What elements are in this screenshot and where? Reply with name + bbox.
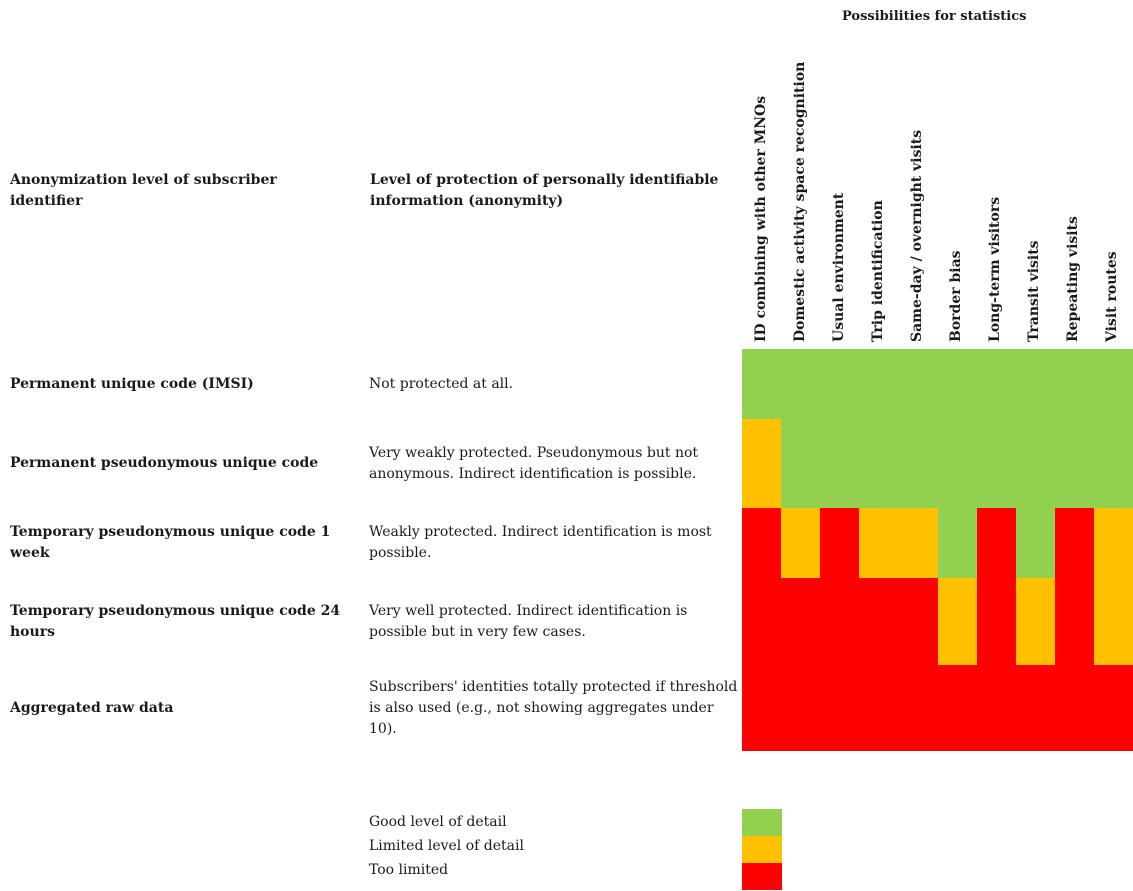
heatmap-cell (742, 419, 781, 508)
row-protection-text: Very weakly protected. Pseudonymous but … (369, 444, 699, 482)
column-header: Same-day / overnight visits (908, 129, 925, 342)
heatmap-cell (1016, 665, 1055, 751)
column-header: Domestic activity space recognition (791, 61, 808, 342)
column-header: Visit routes (1104, 251, 1121, 342)
heatmap-cell (977, 665, 1016, 751)
column-header: Long-term visitors (987, 196, 1004, 342)
heatmap-cell (1094, 508, 1133, 578)
row-label: Temporary pseudonymous unique code 24 ho… (10, 602, 341, 640)
heatmap-cell (820, 349, 859, 419)
legend-swatch-too-limited (742, 863, 782, 890)
heatmap-cell (859, 349, 898, 419)
legend-label: Limited level of detail (369, 838, 524, 854)
heatmap-cell (820, 578, 859, 665)
column-header: Border bias (948, 250, 965, 342)
heatmap-cell (898, 349, 938, 419)
heatmap-cell (742, 508, 781, 578)
column-header: Trip identification (869, 200, 886, 342)
row-label: Permanent unique code (IMSI) (10, 375, 254, 392)
heatmap-cell (1016, 578, 1055, 665)
row-protection-text: Very well protected. Indirect identifica… (369, 602, 688, 640)
anonymization-header: Anonymization level of subscriber identi… (10, 172, 277, 209)
heatmap-cell (1016, 349, 1055, 419)
heatmap-cell (938, 349, 977, 419)
heatmap-cell (742, 665, 781, 751)
legend-swatch-good (742, 809, 782, 836)
row-protection-text: Not protected at all. (369, 375, 514, 392)
heatmap-cell (859, 419, 898, 508)
row-protection-text: Subscribers' identities totally protecte… (369, 678, 738, 737)
column-header: Transit visits (1026, 240, 1043, 342)
heatmap-cell (859, 508, 898, 578)
column-header: ID combining with other MNOs (752, 95, 769, 342)
heatmap-cell (1055, 578, 1094, 665)
row-protection-text: Weakly protected. Indirect identificatio… (369, 524, 712, 561)
heatmap-cell (1016, 508, 1055, 578)
heatmap-cell (1094, 578, 1133, 665)
heatmap-cell (938, 665, 977, 751)
heatmap-cell (1055, 508, 1094, 578)
heatmap-cell (1094, 419, 1133, 508)
column-header: Repeating visits (1065, 216, 1082, 342)
heatmap-cell (820, 508, 859, 578)
heatmap-cell (781, 578, 820, 665)
heatmap-cell (898, 508, 938, 578)
heatmap-cell (781, 665, 820, 751)
heatmap-cell (781, 419, 820, 508)
legend-swatch-limited (742, 836, 782, 863)
heatmap-cell (977, 349, 1016, 419)
column-header: Usual environment (830, 192, 847, 342)
heatmap-cell (898, 665, 938, 751)
stats-title: Possibilities for statistics (842, 9, 1027, 24)
heatmap-cell (1055, 349, 1094, 419)
row-label: Permanent pseudonymous unique code (10, 455, 319, 471)
row-label: Aggregated raw data (10, 699, 174, 716)
heatmap-cell (742, 578, 781, 665)
legend-label: Too limited (369, 862, 449, 878)
heatmap-cell (938, 508, 977, 578)
heatmap-cell (898, 419, 938, 508)
heatmap-cell (1055, 419, 1094, 508)
heatmap-cell (820, 419, 859, 508)
legend-label: Good level of detail (369, 814, 507, 830)
heatmap-cell (1016, 419, 1055, 508)
heatmap-cell (742, 349, 781, 419)
heatmap-cell (938, 419, 977, 508)
heatmap-cell (781, 349, 820, 419)
heatmap-cell (781, 508, 820, 578)
heatmap-cell (977, 508, 1016, 578)
heatmap-grid (742, 349, 1133, 751)
heatmap-cell (977, 578, 1016, 665)
heatmap-cell (820, 665, 859, 751)
heatmap-cell (1094, 349, 1133, 419)
column-headers: ID combining with other MNOs Domestic act… (0, 0, 1133, 350)
protection-header: Level of protection of personally identi… (370, 172, 719, 209)
heatmap-cell (859, 665, 898, 751)
heatmap-cell (859, 578, 898, 665)
row-label: Temporary pseudonymous unique code 1 wee… (10, 524, 331, 561)
heatmap-cell (938, 578, 977, 665)
heatmap-cell (898, 578, 938, 665)
heatmap-cell (977, 419, 1016, 508)
heatmap-cell (1055, 665, 1094, 751)
heatmap-cell (1094, 665, 1133, 751)
